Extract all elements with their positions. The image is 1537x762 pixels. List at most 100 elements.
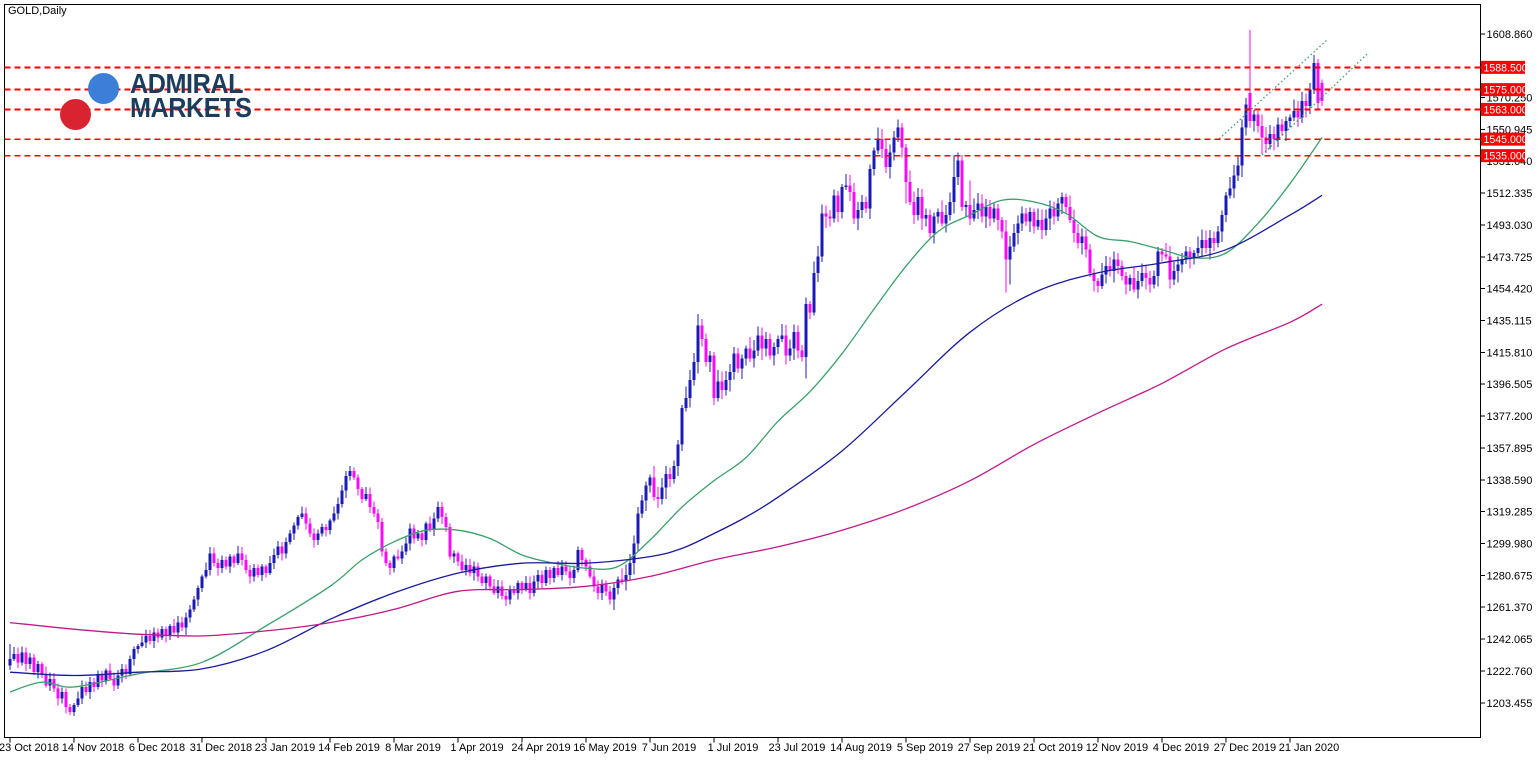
candle bbox=[196, 585, 200, 606]
candle-body bbox=[448, 526, 452, 557]
candle-body bbox=[440, 507, 444, 518]
x-axis-label: 27 Sep 2019 bbox=[958, 742, 1020, 754]
candle bbox=[452, 550, 456, 564]
candle bbox=[552, 566, 556, 583]
candle-body bbox=[208, 553, 212, 570]
candle-body bbox=[216, 563, 220, 569]
candle-body bbox=[84, 687, 88, 692]
price-level-tag-label: 1535.000 bbox=[1484, 151, 1528, 163]
x-axis-label: 23 Jan 2019 bbox=[255, 742, 316, 754]
candle bbox=[300, 506, 304, 520]
candle bbox=[168, 623, 172, 641]
candle-body bbox=[44, 673, 48, 686]
candle-body bbox=[940, 211, 944, 224]
candle-body bbox=[260, 566, 264, 575]
candle-body bbox=[604, 584, 608, 592]
candle-body bbox=[812, 272, 816, 313]
x-axis-label: 1 Jul 2019 bbox=[708, 742, 759, 754]
price-level-tag-box bbox=[1481, 132, 1525, 146]
candle bbox=[892, 130, 896, 161]
price-level-tag-label: 1575.000 bbox=[1484, 85, 1528, 97]
candle-body bbox=[1112, 259, 1116, 272]
candle bbox=[208, 546, 212, 576]
x-axis-label: 6 Dec 2018 bbox=[129, 742, 185, 754]
y-axis-label: 1512.335 bbox=[1487, 188, 1533, 200]
candle bbox=[1184, 245, 1188, 264]
y-axis-label: 1608.860 bbox=[1487, 29, 1533, 41]
candle-body bbox=[304, 513, 308, 524]
candle-body bbox=[180, 622, 184, 628]
candle bbox=[88, 677, 92, 700]
candle bbox=[344, 470, 348, 498]
candle-body bbox=[788, 348, 792, 356]
candle bbox=[484, 573, 488, 590]
candle-body bbox=[904, 147, 908, 183]
candle-body bbox=[1312, 63, 1316, 90]
candle bbox=[840, 183, 844, 219]
candle bbox=[928, 209, 932, 238]
candle-body bbox=[680, 408, 684, 445]
candle-body bbox=[816, 256, 820, 273]
candle-body bbox=[720, 381, 724, 390]
candle-body bbox=[80, 687, 84, 699]
candle-body bbox=[996, 208, 1000, 221]
candle bbox=[1300, 92, 1304, 124]
candle-body bbox=[556, 568, 560, 575]
x-axis-label: 14 Nov 2018 bbox=[62, 742, 124, 754]
candle-body bbox=[360, 488, 364, 499]
candle bbox=[1236, 156, 1240, 182]
candle-body bbox=[684, 398, 688, 409]
candle-body bbox=[1308, 89, 1312, 107]
candle-body bbox=[1288, 117, 1292, 122]
candle-body bbox=[196, 587, 200, 600]
x-axis-label: 7 Jun 2019 bbox=[642, 742, 696, 754]
candle-body bbox=[276, 546, 280, 555]
candle-body bbox=[748, 348, 752, 359]
candle-body bbox=[1192, 253, 1196, 258]
candle-body bbox=[984, 206, 988, 217]
candle-body bbox=[1048, 208, 1052, 219]
candle-body bbox=[432, 518, 436, 531]
candle-body bbox=[992, 208, 996, 219]
candle bbox=[1124, 271, 1128, 295]
candle bbox=[1220, 210, 1224, 242]
candle bbox=[1272, 126, 1276, 151]
candle bbox=[308, 517, 312, 538]
candle bbox=[652, 465, 656, 501]
candle-body bbox=[144, 635, 148, 643]
candle-body bbox=[60, 691, 64, 699]
candle bbox=[28, 653, 32, 669]
candle-body bbox=[896, 127, 900, 138]
candle bbox=[176, 616, 180, 639]
candle-body bbox=[272, 554, 276, 564]
x-axis-label: 16 May 2019 bbox=[573, 742, 637, 754]
candle-body bbox=[1280, 124, 1284, 131]
candle bbox=[808, 301, 812, 320]
candle bbox=[84, 681, 88, 696]
candle bbox=[192, 596, 196, 613]
symbol-timeframe-label: GOLD,Daily bbox=[8, 5, 67, 17]
candle-body bbox=[792, 332, 796, 349]
x-axis-label: 23 Jul 2019 bbox=[769, 742, 826, 754]
candle-body bbox=[248, 569, 252, 577]
candle bbox=[860, 195, 864, 219]
candle-body bbox=[1292, 111, 1296, 118]
candle bbox=[104, 668, 108, 685]
candle bbox=[244, 554, 248, 574]
candle-body bbox=[168, 625, 172, 636]
candle-body bbox=[48, 678, 52, 686]
candle-body bbox=[72, 705, 76, 712]
candle bbox=[364, 486, 368, 501]
candle bbox=[920, 188, 924, 230]
ma-slow-crimson-line bbox=[9, 303, 1323, 637]
candle bbox=[284, 537, 288, 559]
candle bbox=[664, 466, 668, 499]
candle bbox=[256, 564, 260, 578]
candle-body bbox=[1212, 238, 1216, 244]
candle-body bbox=[424, 523, 428, 541]
candle-body bbox=[484, 576, 488, 584]
candle-body bbox=[764, 338, 768, 349]
candle-body bbox=[1316, 63, 1320, 103]
candle bbox=[48, 672, 52, 692]
